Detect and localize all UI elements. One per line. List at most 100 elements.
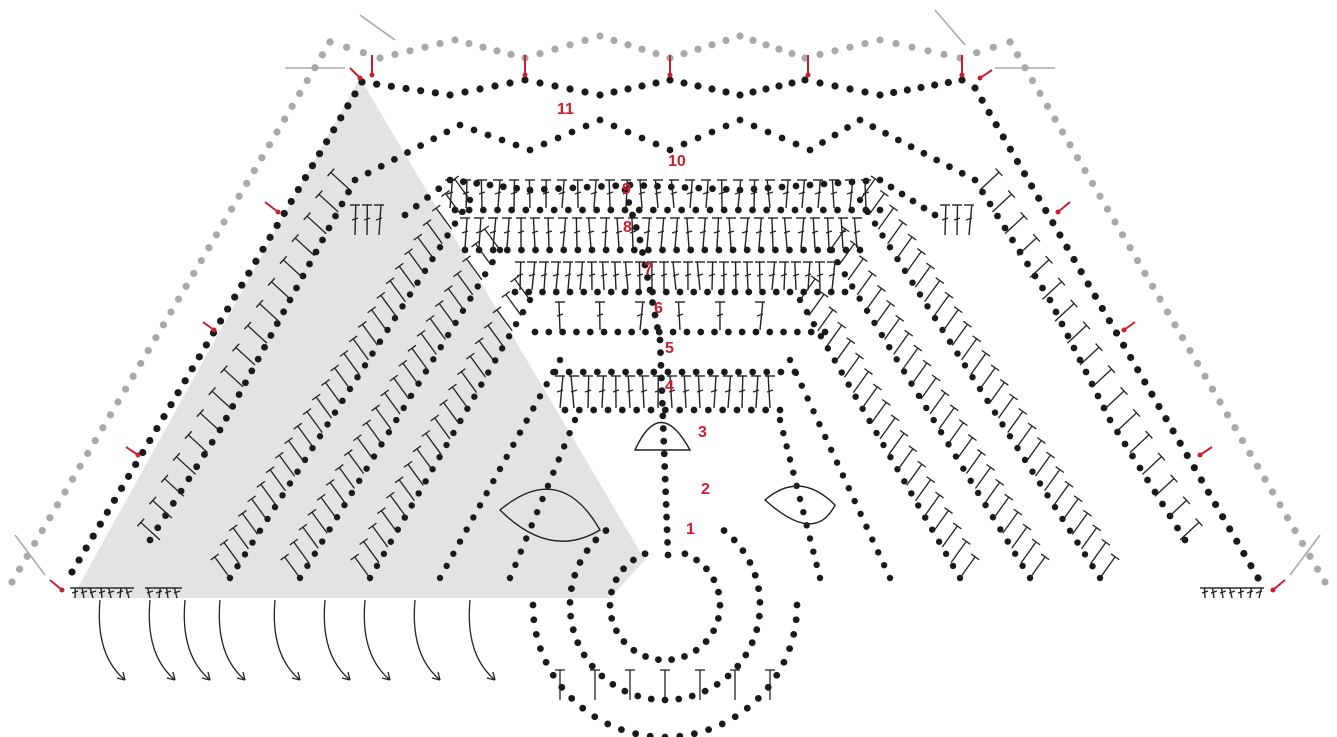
chain-dot: [196, 353, 203, 360]
stitch-cross: [495, 192, 501, 194]
chain-dot: [97, 521, 104, 528]
chain-dot: [707, 207, 714, 214]
chain-dot: [873, 430, 879, 436]
stitch-bar: [1074, 496, 1082, 502]
chain-dot: [904, 86, 911, 93]
chain-dot: [781, 659, 788, 666]
chain-dot: [794, 329, 801, 336]
stitch-bar: [917, 249, 925, 255]
chain-dot: [413, 203, 420, 210]
chain-dot: [1137, 465, 1144, 472]
turn-arrow: [149, 600, 175, 680]
chain-dot: [1291, 527, 1298, 534]
chain-dot: [309, 162, 316, 169]
stitch-post: [786, 180, 788, 208]
stitch-bar: [968, 435, 976, 441]
chain-dot: [189, 365, 196, 372]
chain-dot: [607, 207, 614, 214]
stitch-post: [1008, 411, 1023, 432]
chain-dot: [539, 496, 545, 502]
chain-dot: [681, 653, 688, 660]
chain-dot: [319, 51, 326, 58]
stitch-post: [907, 464, 922, 485]
chain-dot: [749, 37, 756, 44]
chain-dot: [217, 427, 224, 434]
chain-dot: [1083, 369, 1090, 376]
chain-dot: [820, 207, 827, 214]
chain-dot: [1247, 562, 1254, 569]
chain-dot: [1186, 347, 1193, 354]
chain-dot: [356, 478, 362, 484]
chain-dot: [920, 150, 927, 157]
stitch-post: [1100, 557, 1115, 578]
chain-dot: [537, 393, 543, 399]
stitch-post: [809, 294, 824, 315]
chain-dot: [1284, 514, 1291, 521]
chain-dot: [574, 247, 581, 254]
chain-dot: [1122, 441, 1129, 448]
chain-dot: [252, 258, 259, 265]
chain-dot: [568, 585, 575, 592]
chain-dot: [1198, 476, 1205, 483]
chain-dot: [869, 123, 876, 130]
chain-dot: [598, 183, 605, 190]
chain-dot: [662, 488, 669, 495]
stitch-post: [559, 302, 560, 330]
stitch-bar: [959, 420, 967, 426]
chain-dot: [692, 207, 699, 214]
chain-dot: [968, 478, 974, 484]
chain-dot: [693, 369, 700, 376]
chain-dot: [890, 89, 897, 96]
chain-dot: [810, 408, 816, 414]
chain-dot: [773, 289, 780, 296]
chain-dot: [522, 207, 529, 214]
chain-dot: [715, 615, 722, 622]
chain-dot: [677, 289, 684, 296]
chain-dot: [485, 132, 492, 139]
chain-dot: [612, 182, 619, 189]
chain-dot: [1012, 551, 1018, 557]
chain-dot: [1314, 566, 1321, 573]
stitch-post: [1003, 512, 1018, 533]
stitch-bar: [991, 365, 999, 371]
stitch-bar: [1102, 539, 1110, 545]
stitch-bar: [954, 307, 962, 313]
stitch-post: [925, 281, 940, 302]
chain-dot: [664, 207, 671, 214]
chain-dot: [749, 207, 756, 214]
arrow-tip: [668, 73, 673, 78]
chain-dot: [479, 44, 486, 51]
stitch-post: [747, 262, 748, 290]
chain-dot: [467, 295, 473, 301]
chain-dot: [1089, 563, 1095, 569]
chain-dot: [437, 244, 443, 250]
chain-dot: [1171, 321, 1178, 328]
stitch-post: [971, 353, 986, 374]
chain-dot: [451, 36, 458, 43]
stitch-bar: [905, 330, 913, 336]
chain-dot: [704, 289, 711, 296]
chain-dot: [813, 562, 819, 568]
stitch-bar: [1093, 525, 1101, 531]
chain-dot: [742, 652, 749, 659]
chain-dot: [92, 437, 99, 444]
chain-dot: [788, 50, 795, 57]
chain-dot: [499, 137, 506, 144]
chain-dot: [708, 85, 715, 92]
stitch-post: [760, 302, 763, 330]
chain-dot: [536, 79, 543, 86]
chain-dot: [757, 599, 764, 606]
stitch-post: [563, 218, 566, 248]
stitch-bar: [1000, 379, 1008, 385]
arrow-tip: [806, 73, 811, 78]
chain-dot: [790, 469, 796, 475]
stitch-cross: [559, 192, 565, 194]
stitch-post: [1035, 455, 1050, 476]
chain-dot: [1082, 551, 1088, 557]
chain-dot: [787, 289, 794, 296]
chain-dot: [954, 350, 960, 356]
stitch-post: [966, 452, 981, 473]
row-number: 10: [668, 153, 686, 170]
chain-dot: [748, 407, 755, 414]
chain-dot: [391, 156, 398, 163]
